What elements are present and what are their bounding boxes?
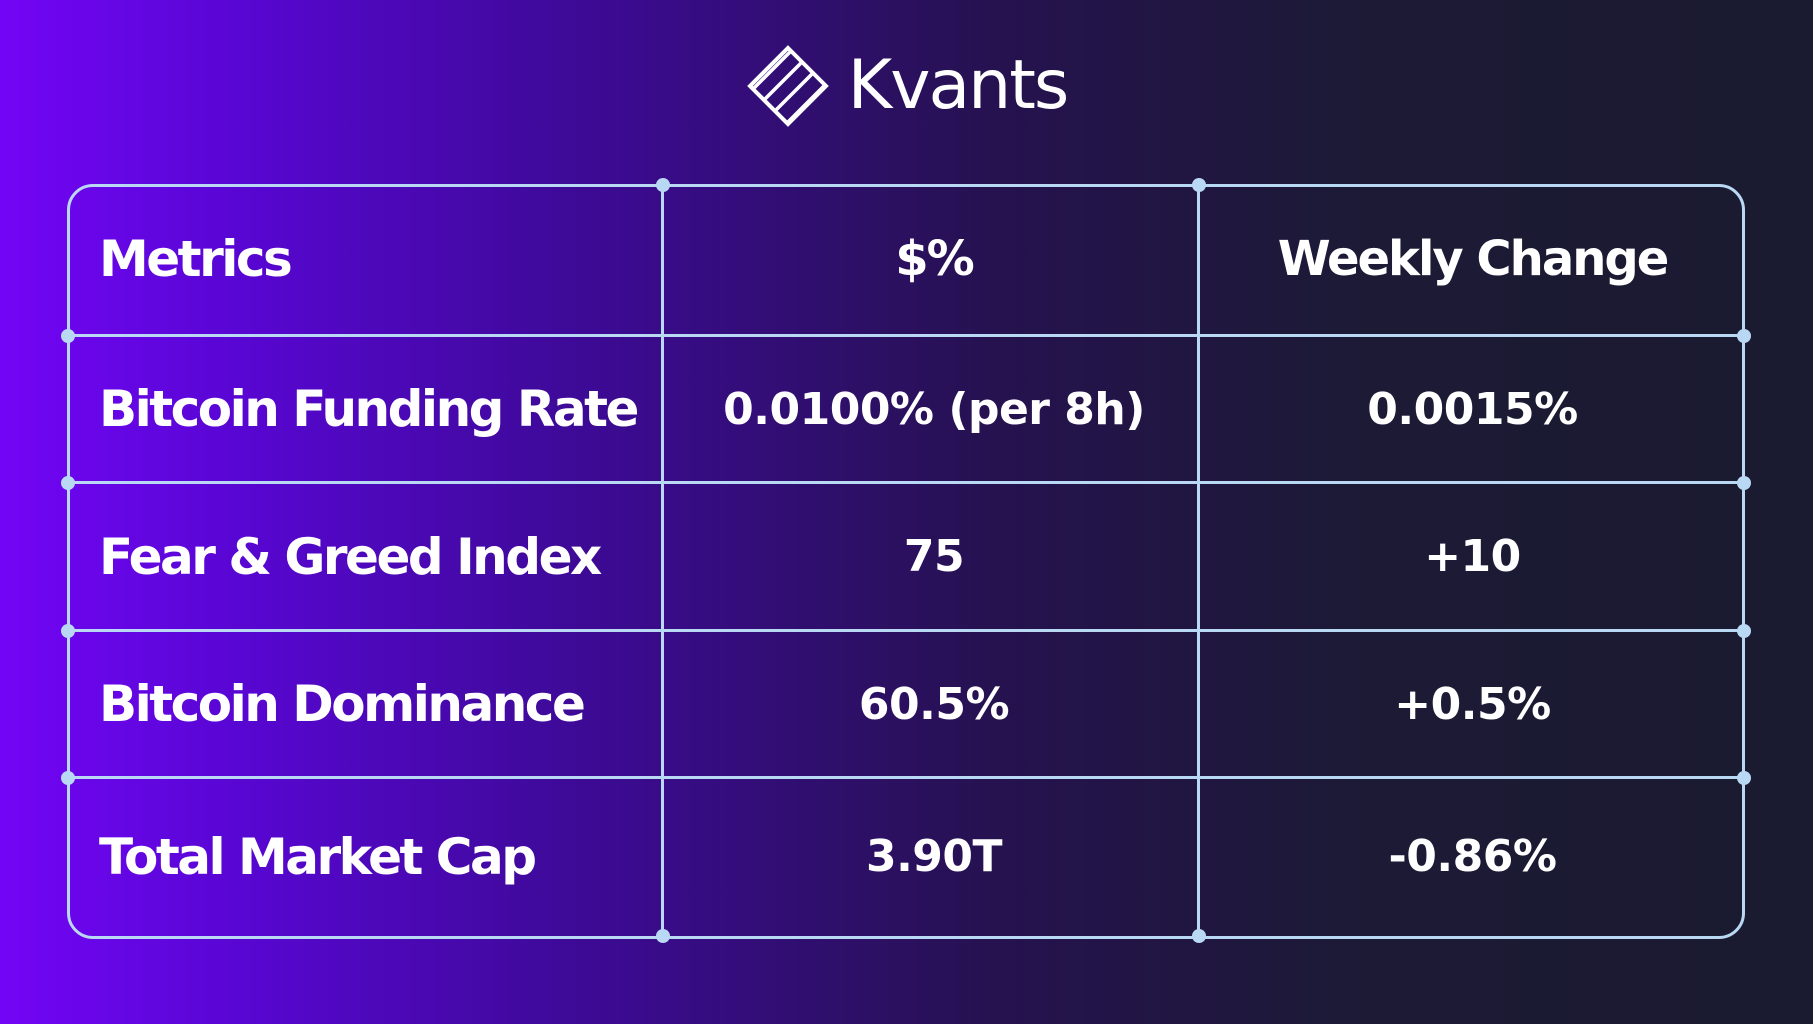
junction-dot xyxy=(1737,624,1751,638)
metric-change: 0.0015% xyxy=(1367,383,1578,435)
table-border xyxy=(67,184,1745,939)
junction-dot xyxy=(61,329,75,343)
metric-value: 75 xyxy=(903,531,965,582)
junction-dot xyxy=(61,771,75,785)
junction-dot xyxy=(1737,476,1751,490)
junction-dot xyxy=(61,476,75,490)
junction-dot xyxy=(1737,329,1751,343)
metric-name: Bitcoin Dominance xyxy=(99,675,586,733)
metric-value: 3.90T xyxy=(865,831,1003,882)
metric-name: Fear & Greed Index xyxy=(99,527,602,586)
junction-dot xyxy=(1192,929,1206,943)
table-row: Total Market Cap 3.90T -0.86% xyxy=(67,779,1745,934)
junction-dot xyxy=(656,178,670,192)
metric-name: Bitcoin Funding Rate xyxy=(99,380,639,438)
metric-value: 60.5% xyxy=(858,678,1010,730)
metric-change: +10 xyxy=(1424,531,1521,582)
metrics-table: Metrics $% Weekly Change Bitcoin Funding… xyxy=(61,178,1751,943)
junction-dot xyxy=(656,929,670,943)
row-divider xyxy=(67,629,1745,632)
row-divider xyxy=(67,481,1745,484)
junction-dot xyxy=(1192,178,1206,192)
junction-dot xyxy=(61,624,75,638)
table-row: Bitcoin Funding Rate 0.0100% (per 8h) 0.… xyxy=(67,337,1745,481)
metric-value: 0.0100% (per 8h) xyxy=(723,383,1145,435)
brand-logo: Kvants xyxy=(0,44,1813,128)
metric-change: +0.5% xyxy=(1394,678,1551,730)
row-divider xyxy=(67,776,1745,779)
table-row: Bitcoin Dominance 60.5% +0.5% xyxy=(67,632,1745,776)
column-divider xyxy=(1197,184,1200,939)
header-value: $% xyxy=(895,231,975,287)
brand-name: Kvants xyxy=(847,46,1070,125)
junction-dot xyxy=(1737,771,1751,785)
header-weekly-change: Weekly Change xyxy=(1277,231,1670,287)
table-row: Fear & Greed Index 75 +10 xyxy=(67,484,1745,629)
row-divider xyxy=(67,334,1745,337)
column-divider xyxy=(661,184,664,939)
metric-change: -0.86% xyxy=(1388,831,1557,882)
table-header-row: Metrics $% Weekly Change xyxy=(67,184,1745,334)
metric-name: Total Market Cap xyxy=(99,827,537,886)
diamond-stripes-icon xyxy=(746,45,829,127)
header-metrics: Metrics xyxy=(99,230,293,288)
